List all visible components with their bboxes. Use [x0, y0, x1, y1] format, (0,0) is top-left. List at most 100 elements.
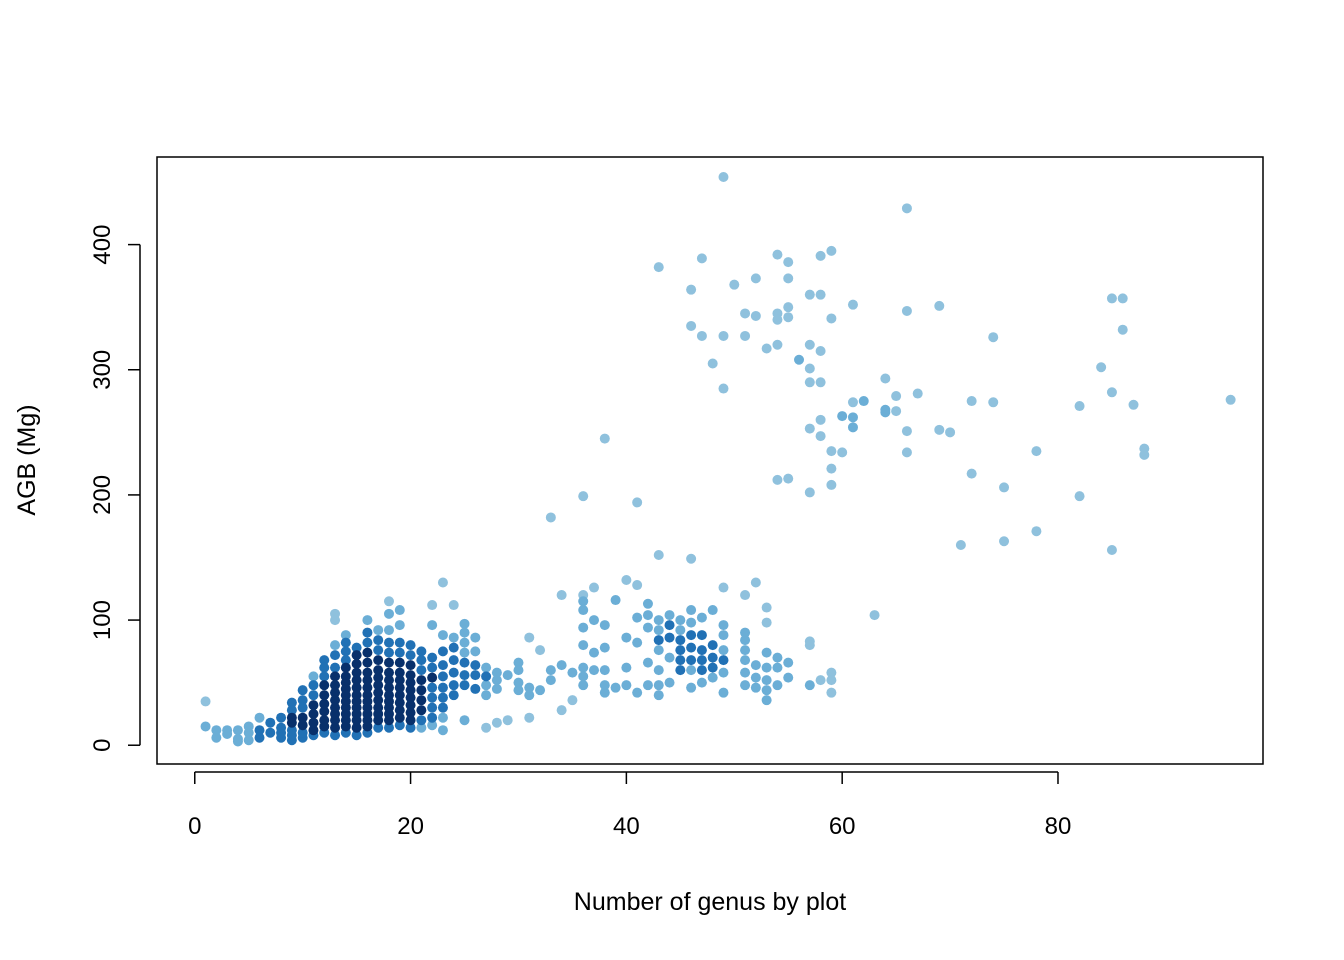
data-point: [578, 671, 589, 682]
data-point: [567, 695, 578, 706]
data-point: [276, 722, 287, 733]
data-point: [740, 667, 751, 678]
data-point: [599, 620, 610, 631]
data-point: [286, 697, 297, 708]
data-point: [427, 672, 438, 683]
data-point: [330, 662, 341, 673]
data-point: [470, 683, 481, 694]
data-point: [211, 732, 222, 743]
data-point: [373, 635, 384, 646]
data-point: [718, 582, 729, 593]
data-point: [405, 640, 416, 651]
data-point: [394, 690, 405, 701]
data-point: [308, 725, 319, 736]
data-point: [481, 671, 492, 682]
data-point: [427, 620, 438, 631]
data-point: [966, 396, 977, 407]
data-point: [330, 695, 341, 706]
data-point: [427, 702, 438, 713]
data-point: [362, 615, 373, 626]
data-point: [448, 600, 459, 611]
data-point: [740, 590, 751, 601]
data-point: [750, 273, 761, 284]
data-point: [437, 692, 448, 703]
data-point: [696, 665, 707, 676]
data-point: [481, 690, 492, 701]
data-point: [1128, 399, 1139, 410]
data-point: [362, 637, 373, 648]
data-point: [448, 655, 459, 666]
data-point: [826, 313, 837, 324]
data-point: [826, 446, 837, 457]
data-point: [383, 696, 394, 707]
data-point: [383, 657, 394, 668]
data-point: [330, 722, 341, 733]
data-point: [718, 620, 729, 631]
data-point: [286, 712, 297, 723]
data-point: [448, 632, 459, 643]
data-point: [945, 427, 956, 438]
data-point: [437, 577, 448, 588]
data-point: [491, 717, 502, 728]
data-point: [880, 373, 891, 384]
data-point: [297, 727, 308, 738]
data-point: [740, 645, 751, 656]
data-point: [642, 680, 653, 691]
data-point: [589, 582, 600, 593]
data-point: [351, 675, 362, 686]
data-point: [718, 630, 729, 641]
y-tick-label: 0: [89, 739, 116, 752]
data-point: [362, 682, 373, 693]
data-point: [740, 330, 751, 341]
data-point: [297, 702, 308, 713]
data-point: [966, 468, 977, 479]
data-point: [621, 680, 632, 691]
data-point: [804, 423, 815, 434]
data-point: [901, 203, 912, 214]
data-point: [319, 715, 330, 726]
data-point: [686, 553, 697, 564]
data-point: [761, 685, 772, 696]
data-point: [837, 411, 848, 422]
data-point: [578, 680, 589, 691]
data-point: [912, 388, 923, 399]
data-point: [599, 687, 610, 698]
data-point: [340, 696, 351, 707]
data-point: [653, 615, 664, 626]
data-point: [815, 289, 826, 300]
data-point: [437, 646, 448, 657]
data-point: [437, 702, 448, 713]
data-point: [437, 725, 448, 736]
data-point: [394, 647, 405, 658]
data-point: [740, 627, 751, 638]
data-point: [847, 299, 858, 310]
data-point: [470, 632, 481, 643]
data-point: [405, 650, 416, 661]
x-tick-label: 0: [188, 813, 201, 840]
data-point: [718, 383, 729, 394]
data-point: [373, 625, 384, 636]
data-point: [362, 708, 373, 719]
data-point: [254, 712, 265, 723]
data-point: [621, 632, 632, 643]
data-point: [373, 702, 384, 713]
data-point: [308, 717, 319, 728]
data-point: [513, 657, 524, 668]
data-point: [696, 677, 707, 688]
data-point: [394, 657, 405, 668]
data-point: [901, 426, 912, 437]
data-point: [351, 667, 362, 678]
data-point: [718, 172, 729, 183]
data-point: [427, 720, 438, 731]
data-point: [394, 720, 405, 731]
data-point: [826, 667, 837, 678]
data-point: [578, 640, 589, 651]
data-point: [448, 680, 459, 691]
data-point: [632, 497, 643, 508]
data-point: [308, 700, 319, 711]
x-tick-label: 20: [397, 813, 424, 840]
data-point: [405, 685, 416, 696]
x-tick-label: 40: [613, 813, 640, 840]
data-point: [750, 310, 761, 321]
data-point: [405, 707, 416, 718]
